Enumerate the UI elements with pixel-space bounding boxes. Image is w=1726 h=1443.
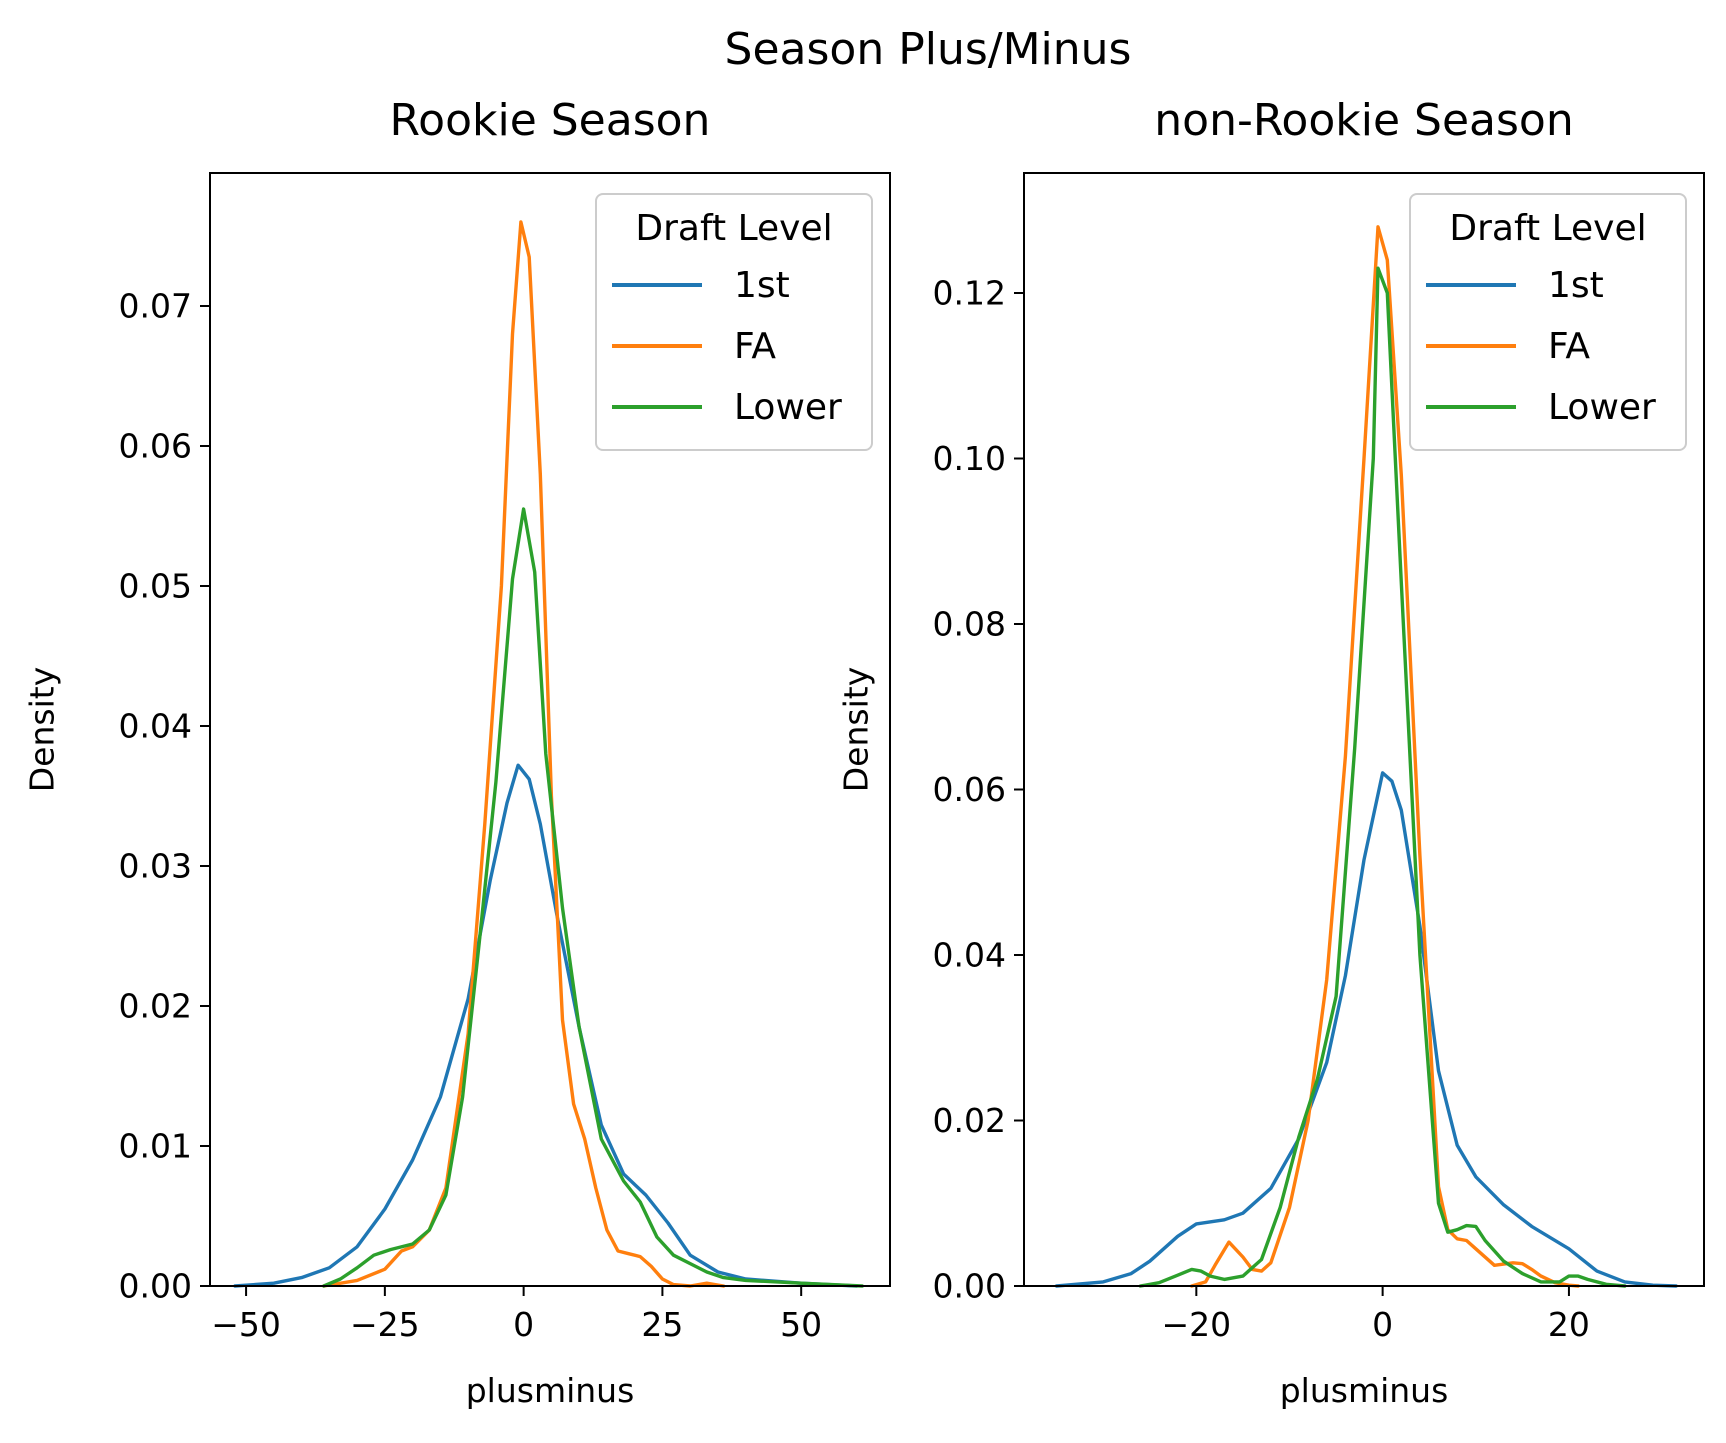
y-tick-label: 0.00 — [933, 1267, 1006, 1306]
y-axis-label: Density — [23, 667, 62, 792]
y-tick-label: 0.05 — [119, 567, 192, 606]
y-tick-label: 0.07 — [119, 287, 192, 326]
y-tick-label: 0.08 — [933, 604, 1006, 643]
panel-rookie-season: Rookie Season −50 −25 0 25 50 0.00 0.01 0.02 0.03… — [23, 95, 891, 1410]
legend: Draft Level 1st FA Lower — [595, 193, 873, 451]
legend-entry-lower: Lower — [734, 387, 842, 428]
x-tick-label: 50 — [780, 1305, 822, 1344]
figure-suptitle: Season Plus/Minus — [725, 24, 1132, 75]
y-tick-label: 0.04 — [933, 935, 1006, 974]
axes-frame — [209, 172, 891, 1287]
legend: Draft Level 1st FA Lower — [1409, 193, 1687, 451]
y-tick-label: 0.12 — [933, 273, 1006, 312]
legend-box — [595, 193, 873, 451]
y-tick-label: 0.02 — [119, 987, 192, 1026]
y-tick-label: 0.00 — [119, 1267, 192, 1306]
series-line-1st — [233, 763, 859, 1288]
y-tick-label: 0.01 — [119, 1127, 192, 1166]
x-axis-label: plusminus — [466, 1371, 635, 1410]
legend-entry-1st: 1st — [734, 265, 790, 306]
x-tick-label: −25 — [350, 1305, 420, 1344]
x-tick-label: 0 — [1372, 1305, 1393, 1344]
y-axis-label: Density — [837, 667, 876, 792]
x-axis-label: plusminus — [1280, 1371, 1449, 1410]
legend-entry-1st: 1st — [1548, 265, 1604, 306]
y-tick-label: 0.10 — [933, 439, 1006, 478]
legend-entry-fa: FA — [1548, 326, 1590, 367]
y-tick-label: 0.02 — [933, 1101, 1006, 1140]
panel-title: Rookie Season — [390, 95, 711, 146]
legend-entry-fa: FA — [734, 326, 776, 367]
y-tick-label: 0.04 — [119, 707, 192, 746]
x-tick-label: −50 — [211, 1305, 281, 1344]
x-tick-label: 0 — [513, 1305, 534, 1344]
legend-title: Draft Level — [635, 208, 832, 249]
y-tick-label: 0.03 — [119, 847, 192, 886]
panel-non-rookie-season: non-Rookie Season −20 0 20 0.00 0.02 0.04 0.06 0… — [837, 95, 1705, 1410]
x-tick-label: 25 — [641, 1305, 683, 1344]
series-line-lower — [1138, 266, 1627, 1288]
x-tick-label: 20 — [1548, 1305, 1590, 1344]
series-line-lower — [322, 507, 864, 1288]
legend-entry-lower: Lower — [1548, 387, 1656, 428]
legend-box — [1409, 193, 1687, 451]
x-tick-label: −20 — [1162, 1305, 1232, 1344]
y-tick-label: 0.06 — [119, 427, 192, 466]
legend-title: Draft Level — [1449, 208, 1646, 249]
panel-title: non-Rookie Season — [1154, 95, 1573, 146]
y-tick-label: 0.06 — [933, 770, 1006, 809]
series-line-1st — [1054, 771, 1678, 1288]
axes-frame — [1023, 172, 1705, 1287]
